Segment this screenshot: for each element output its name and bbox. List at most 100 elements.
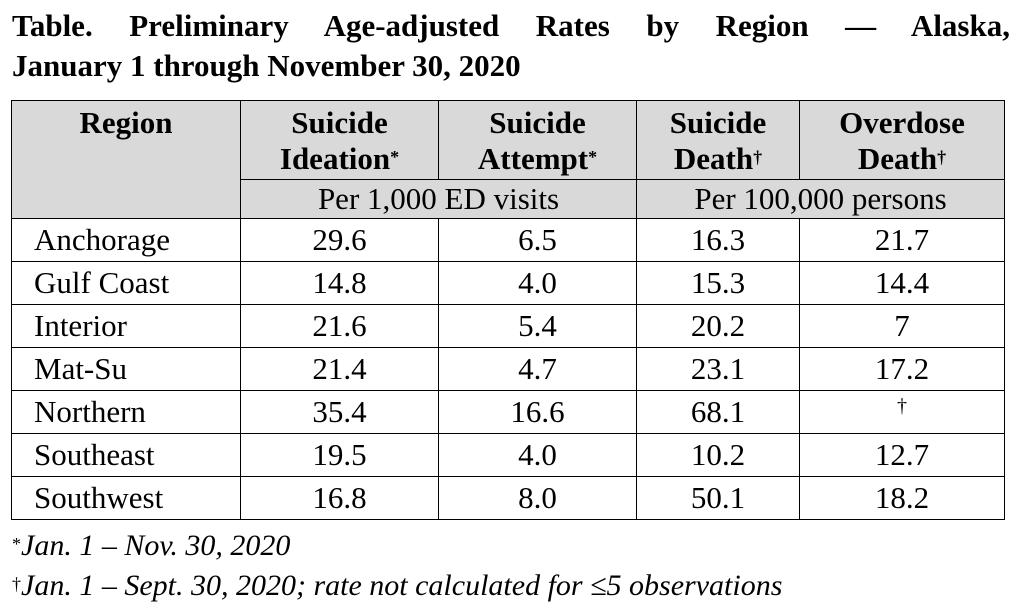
header-region: Region xyxy=(11,100,241,219)
cell-suicide-death: 15.3 xyxy=(636,261,800,305)
cell-region: Mat-Su xyxy=(11,347,241,391)
header-overdose-death: Overdose Death† xyxy=(799,100,1005,180)
cell-overdose-death-value: 7 xyxy=(894,308,910,343)
cell-suicide-attempt: 6.5 xyxy=(438,218,637,262)
asterisk-mark: * xyxy=(588,147,598,167)
cell-overdose-death-value: 17.2 xyxy=(874,351,930,386)
cell-suicide-death-value: 15.3 xyxy=(690,265,746,300)
cell-overdose-death: 17.2 xyxy=(799,347,1005,391)
footnote-dagger: †Jan. 1 – Sept. 30, 2020; rate not calcu… xyxy=(12,568,782,604)
header-overdose-line2: Death xyxy=(857,141,938,176)
cell-suicide-attempt: 5.4 xyxy=(438,304,637,348)
cell-region-value: Gulf Coast xyxy=(34,265,170,300)
cell-suicide-attempt-value: 16.6 xyxy=(510,394,565,429)
cell-region: Southeast xyxy=(11,433,241,477)
table-row: Northern 35.4 16.6 68.1 † xyxy=(11,390,1005,434)
header-attempt-line1: Suicide xyxy=(489,105,586,140)
cell-suicide-attempt-value: 5.4 xyxy=(518,308,557,343)
cell-overdose-death: † xyxy=(799,390,1005,434)
header-death-line1: Suicide xyxy=(669,105,767,140)
cell-suicide-death-value: 50.1 xyxy=(690,480,746,515)
cell-suicide-ideation-value: 21.4 xyxy=(312,351,367,386)
cell-suicide-attempt: 4.0 xyxy=(438,261,637,305)
cell-suicide-death-value: 16.3 xyxy=(690,222,746,257)
cell-suicide-ideation-value: 14.8 xyxy=(312,265,367,300)
header-ideation-line1: Suicide xyxy=(291,105,388,140)
cell-suicide-attempt-value: 4.7 xyxy=(518,351,557,386)
rates-table: Region Suicide Ideation* Suicide Attempt… xyxy=(11,100,1005,520)
header-suicide-death: Suicide Death† xyxy=(636,100,800,180)
cell-suicide-death-value: 20.2 xyxy=(690,308,746,343)
cell-suicide-attempt: 4.0 xyxy=(438,433,637,477)
cell-region: Anchorage xyxy=(11,218,241,262)
footnote-text: Jan. 1 – Sept. 30, 2020; rate not calcul… xyxy=(21,569,783,602)
cell-suicide-death: 20.2 xyxy=(636,304,800,348)
cell-suicide-death: 23.1 xyxy=(636,347,800,391)
header-suicide-ideation: Suicide Ideation* xyxy=(240,100,439,180)
cell-suicide-attempt-value: 4.0 xyxy=(518,437,557,472)
cell-region-value: Southwest xyxy=(34,480,164,515)
cell-region: Northern xyxy=(11,390,241,434)
cell-overdose-death-value: 14.4 xyxy=(874,265,930,300)
header-death-line2: Death xyxy=(673,141,754,176)
table-row: Interior 21.6 5.4 20.2 7 xyxy=(11,304,1005,348)
title-line-1: Table. Preliminary Age-adjusted Rates by… xyxy=(12,8,1010,43)
cell-suicide-attempt-value: 6.5 xyxy=(518,222,557,257)
table-row: Southwest 16.8 8.0 50.1 18.2 xyxy=(11,476,1005,520)
cell-suicide-death-value: 68.1 xyxy=(690,394,746,429)
cell-overdose-death-value: 21.7 xyxy=(874,222,930,257)
cell-overdose-death: 7 xyxy=(799,304,1005,348)
cell-suicide-ideation: 21.6 xyxy=(240,304,439,348)
dagger-mark: † xyxy=(937,147,947,167)
cell-suicide-ideation: 21.4 xyxy=(240,347,439,391)
cell-suicide-death-value: 23.1 xyxy=(690,351,746,386)
units-row: Per 1,000 ED visits Per 100,000 persons xyxy=(12,179,1005,219)
units-persons: Per 100,000 persons xyxy=(636,179,1005,219)
cell-region-value: Mat-Su xyxy=(34,351,127,386)
cell-suicide-ideation-value: 21.6 xyxy=(312,308,367,343)
footnote-asterisk: *Jan. 1 – Nov. 30, 2020 xyxy=(12,528,290,564)
cell-region-value: Interior xyxy=(34,308,127,343)
cell-overdose-death: 14.4 xyxy=(799,261,1005,305)
table-body: Anchorage 29.6 6.5 16.3 21.7 Gulf Coast 14.8 4.… xyxy=(11,218,1005,520)
cell-suicide-death: 16.3 xyxy=(636,218,800,262)
asterisk-mark: * xyxy=(390,147,400,167)
table-row: Mat-Su 21.4 4.7 23.1 17.2 xyxy=(11,347,1005,391)
cell-overdose-death: 21.7 xyxy=(799,218,1005,262)
cell-region: Southwest xyxy=(11,476,241,520)
table-row: Anchorage 29.6 6.5 16.3 21.7 xyxy=(11,218,1005,262)
cell-suicide-ideation: 29.6 xyxy=(240,218,439,262)
header-overdose-line1: Overdose xyxy=(839,105,965,140)
header-attempt-line2: Attempt xyxy=(477,141,589,176)
cell-region-value: Northern xyxy=(34,394,146,429)
header-ideation-line2: Ideation xyxy=(279,141,391,176)
table-title: Table. Preliminary Age-adjusted Rates by… xyxy=(12,6,1010,86)
cell-region: Gulf Coast xyxy=(11,261,241,305)
cell-overdose-death-value: 18.2 xyxy=(874,480,930,515)
header-suicide-attempt: Suicide Attempt* xyxy=(438,100,637,180)
cell-overdose-death: 12.7 xyxy=(799,433,1005,477)
cell-suicide-attempt-value: 8.0 xyxy=(518,480,557,515)
cell-region-value: Anchorage xyxy=(34,222,170,257)
cell-overdose-death-value: 12.7 xyxy=(874,437,930,472)
footnote-mark: † xyxy=(12,574,21,594)
dagger-mark: † xyxy=(753,147,763,167)
cell-suicide-death: 10.2 xyxy=(636,433,800,477)
table-row: Southeast 19.5 4.0 10.2 12.7 xyxy=(11,433,1005,477)
cell-overdose-death: 18.2 xyxy=(799,476,1005,520)
units-ed-visits: Per 1,000 ED visits xyxy=(240,179,637,219)
cell-overdose-death-value: † xyxy=(897,395,907,417)
cell-suicide-ideation-value: 16.8 xyxy=(312,480,367,515)
cell-suicide-ideation: 16.8 xyxy=(240,476,439,520)
cell-suicide-ideation: 19.5 xyxy=(240,433,439,477)
cell-region: Interior xyxy=(11,304,241,348)
header-row: Region Suicide Ideation* Suicide Attempt… xyxy=(11,100,1005,219)
cell-suicide-attempt: 4.7 xyxy=(438,347,637,391)
footnote-text: Jan. 1 – Nov. 30, 2020 xyxy=(21,529,291,562)
cell-suicide-ideation-value: 29.6 xyxy=(312,222,367,257)
cell-suicide-attempt-value: 4.0 xyxy=(518,265,557,300)
header-region-label: Region xyxy=(79,105,173,140)
cell-suicide-ideation: 14.8 xyxy=(240,261,439,305)
cell-suicide-death: 68.1 xyxy=(636,390,800,434)
cell-suicide-attempt: 16.6 xyxy=(438,390,637,434)
